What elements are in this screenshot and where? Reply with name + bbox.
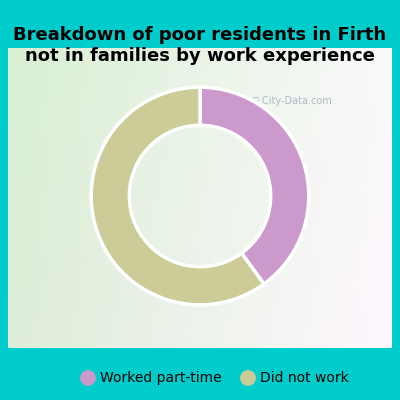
Text: Breakdown of poor residents in Firth
not in families by work experience: Breakdown of poor residents in Firth not… [14, 26, 386, 65]
Wedge shape [200, 87, 309, 284]
Wedge shape [91, 87, 264, 305]
Text: Did not work: Did not work [260, 371, 349, 385]
Text: ⓘ City-Data.com: ⓘ City-Data.com [253, 96, 332, 106]
Text: Worked part-time: Worked part-time [100, 371, 222, 385]
